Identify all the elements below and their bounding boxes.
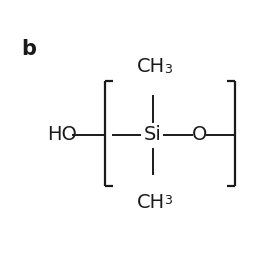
Text: O: O <box>192 126 207 144</box>
Text: 3: 3 <box>164 63 172 76</box>
Text: CH: CH <box>137 193 165 212</box>
Text: CH: CH <box>137 57 165 76</box>
Text: Si: Si <box>144 126 161 144</box>
Text: b: b <box>22 39 37 59</box>
Text: 3: 3 <box>164 194 172 207</box>
Text: HO: HO <box>47 126 77 144</box>
